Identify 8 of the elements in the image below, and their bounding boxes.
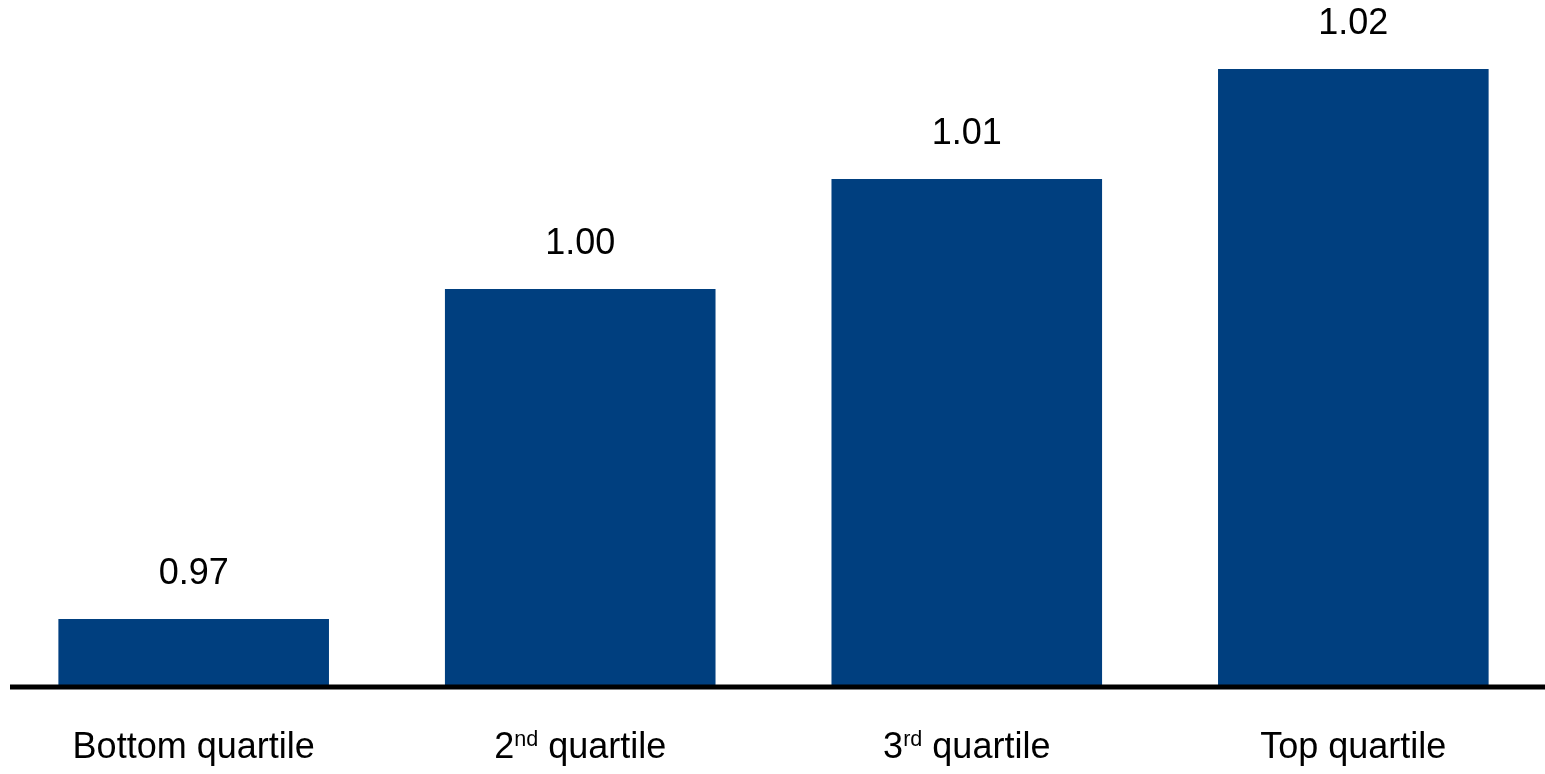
data-label: 1.00 <box>545 221 616 262</box>
x-tick-label: Bottom quartile <box>72 725 315 766</box>
x-tick-label: 3$^{rd}$ quartile <box>883 725 1051 766</box>
x-tick-label: 2$^{nd}$ quartile <box>494 725 667 766</box>
x-tick-label: Top quartile <box>1260 725 1447 766</box>
data-label: 0.97 <box>158 551 229 592</box>
data-label: 1.02 <box>1318 1 1389 42</box>
data-label: 1.01 <box>931 111 1002 152</box>
